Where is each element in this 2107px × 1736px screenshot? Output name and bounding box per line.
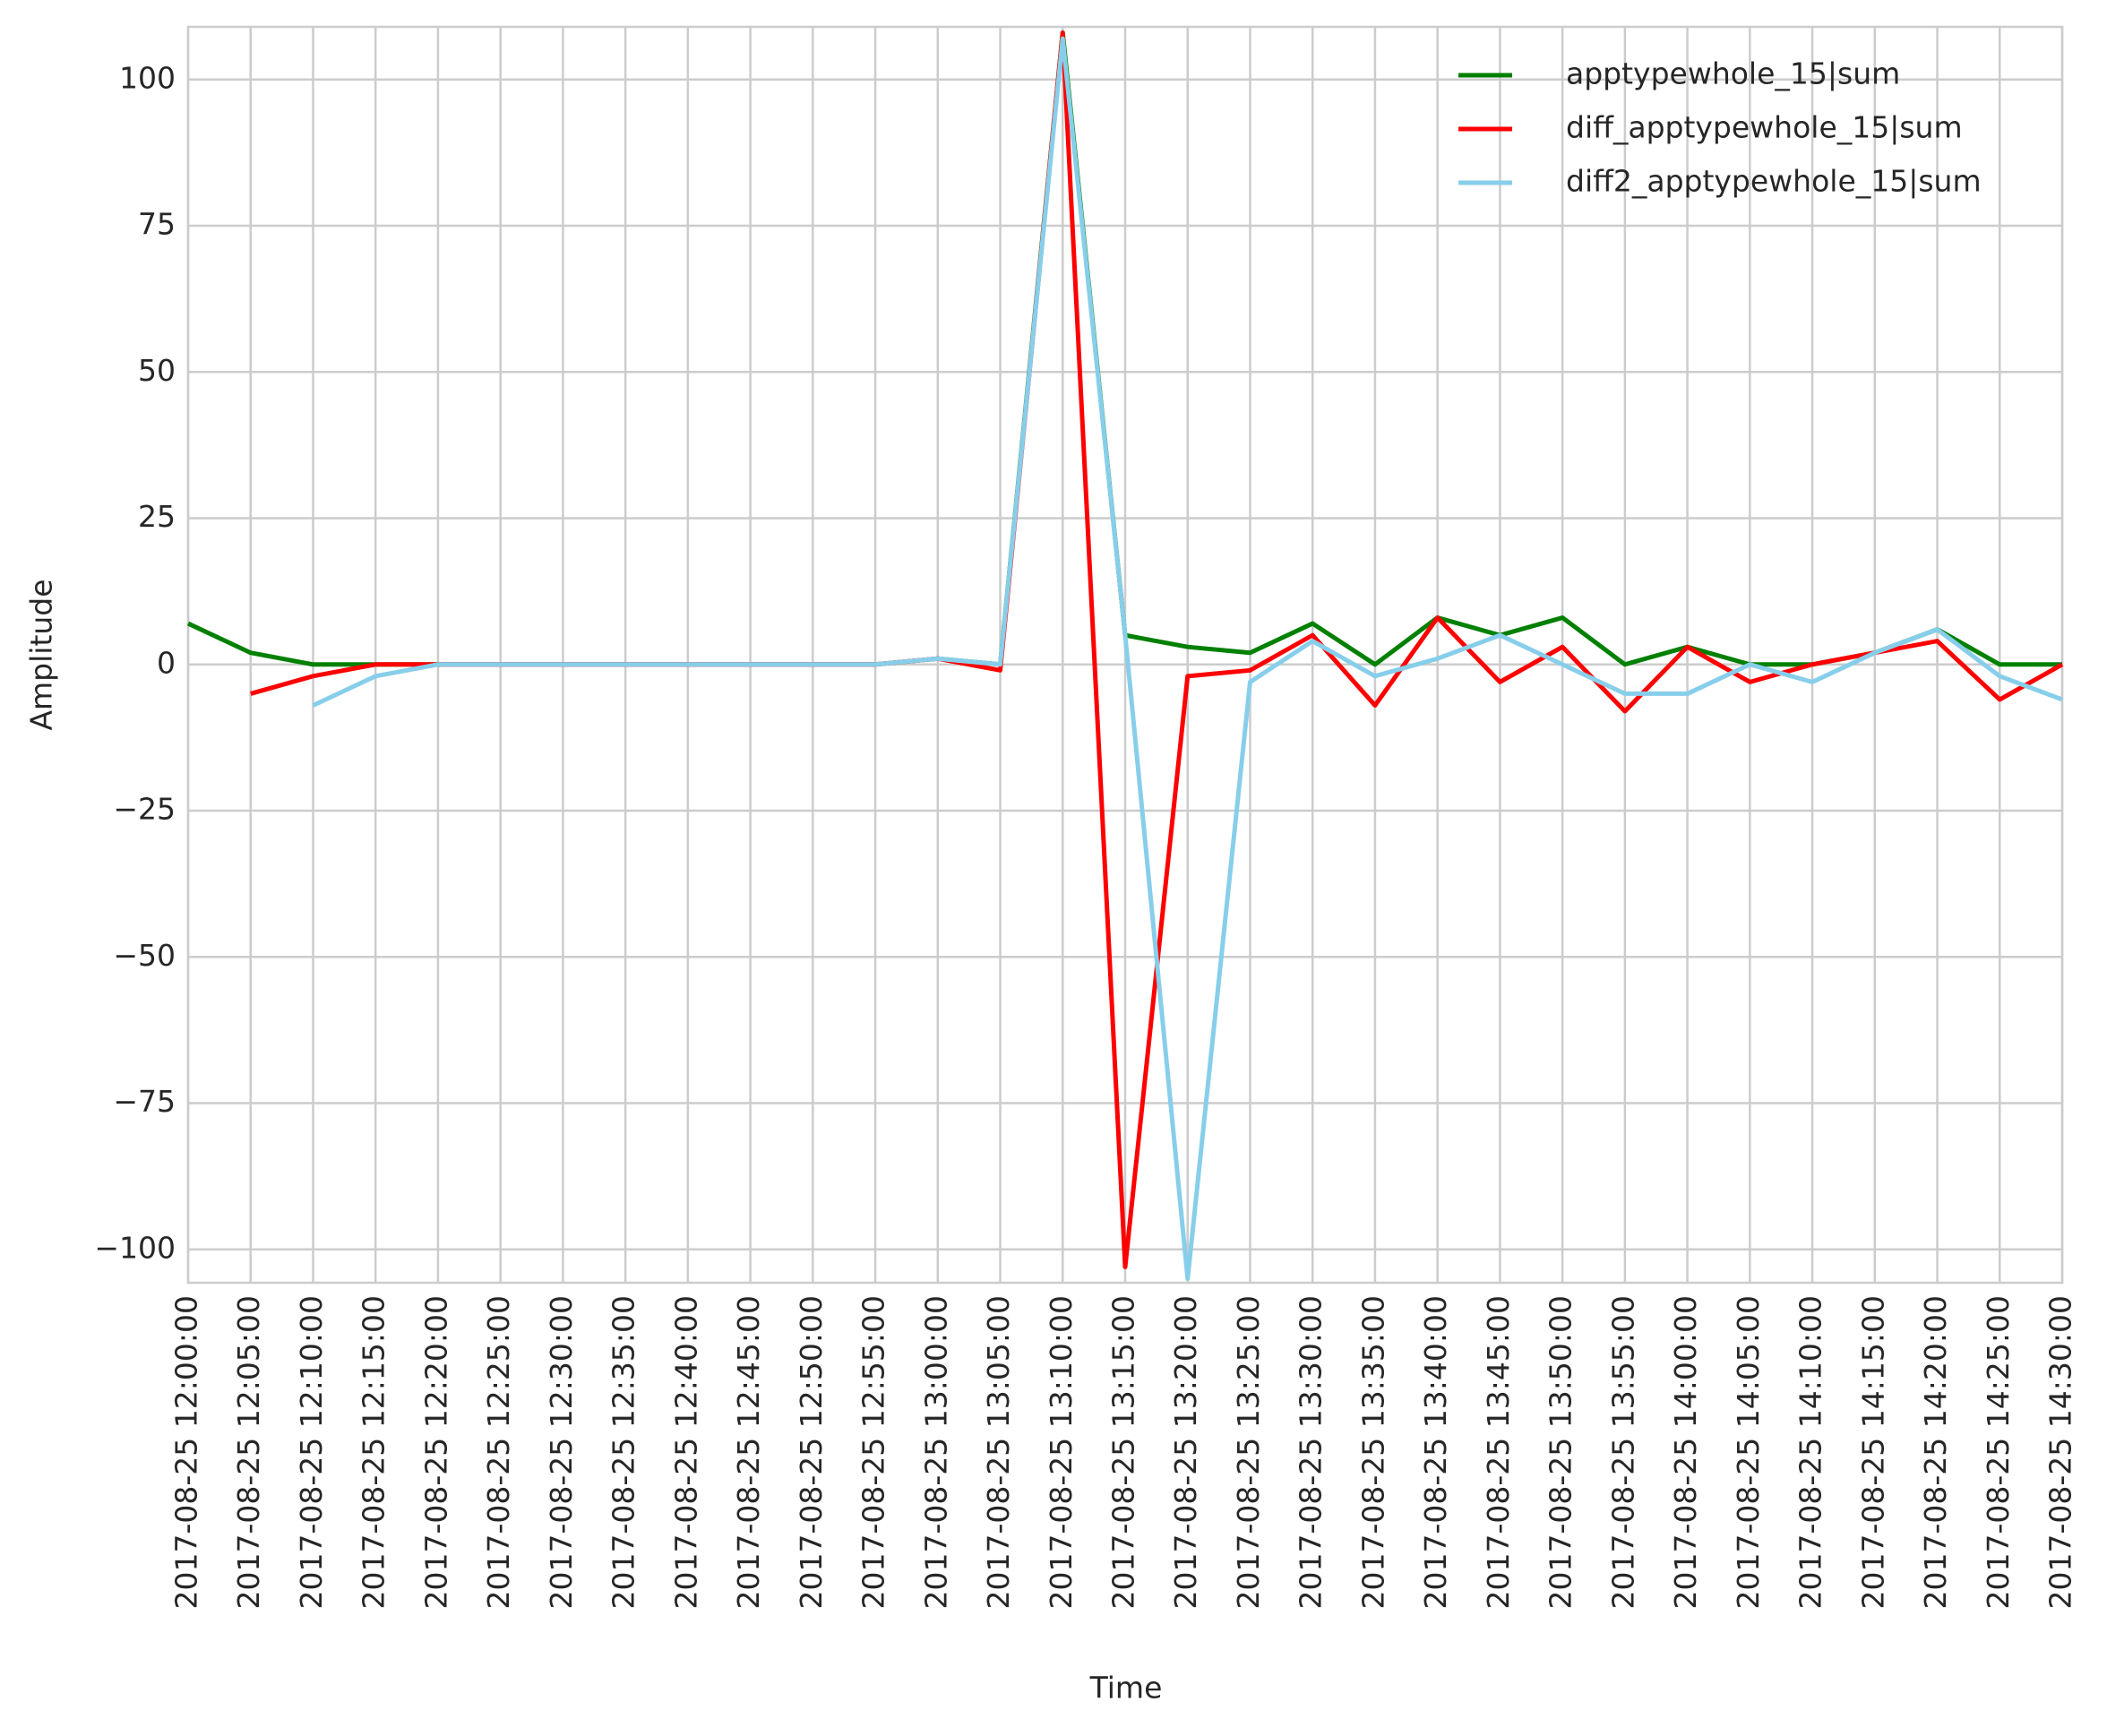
data-line [312,36,2063,1281]
x-tick-label: 2017-08-25 13:15:00 [1106,1295,1141,1609]
x-tick-label: 2017-08-25 12:35:00 [606,1295,641,1609]
y-axis-label: Amplitude [24,579,59,730]
y-tick-label: −100 [94,1230,176,1265]
x-tick-label: 2017-08-25 14:00:00 [1668,1295,1703,1609]
x-tick-label: 2017-08-25 13:45:00 [1481,1295,1516,1609]
x-tick-label: 2017-08-25 13:50:00 [1544,1295,1578,1609]
x-tick-label: 2017-08-25 12:05:00 [231,1295,266,1609]
plot-frame [186,25,2064,1285]
y-tick-label: 75 [138,207,176,242]
y-tick-label: −75 [113,1084,176,1119]
x-tick-label: 2017-08-25 12:45:00 [731,1295,766,1609]
x-tick-label: 2017-08-25 12:15:00 [357,1295,391,1609]
x-tick-label: 2017-08-25 13:40:00 [1418,1295,1453,1609]
x-tick-label: 2017-08-25 14:15:00 [1855,1295,1890,1609]
x-tick-label: 2017-08-25 14:25:00 [1981,1295,2016,1609]
x-tick-label: 2017-08-25 13:35:00 [1355,1295,1390,1609]
x-tick-label: 2017-08-25 12:40:00 [668,1295,703,1609]
x-tick-label: 2017-08-25 12:30:00 [544,1295,579,1609]
x-tick-label: 2017-08-25 13:30:00 [1294,1295,1329,1609]
legend-label: diff2_apptypewhole_15|sum [1566,164,1982,199]
x-axis-label: Time [1089,1671,1163,1706]
x-tick-label: 2017-08-25 14:05:00 [1731,1295,1766,1609]
x-tick-label: 2017-08-25 12:10:00 [294,1295,329,1609]
x-tick-label: 2017-08-25 12:00:00 [169,1295,204,1609]
y-tick-label: −50 [113,938,176,973]
y-tick-label: 50 [138,353,176,388]
x-tick-label: 2017-08-25 12:25:00 [481,1295,516,1609]
x-tick-label: 2017-08-25 13:55:00 [1605,1295,1640,1609]
x-tick-label: 2017-08-25 13:05:00 [981,1295,1016,1609]
x-tick-label: 2017-08-25 13:20:00 [1168,1295,1203,1609]
legend-label: apptypewhole_15|sum [1566,56,1900,91]
y-tick-label: 25 [138,499,176,534]
x-tick-label: 2017-08-25 14:20:00 [1918,1295,1953,1609]
x-tick-label: 2017-08-25 12:55:00 [856,1295,891,1609]
x-tick-label: 2017-08-25 14:30:00 [2043,1295,2078,1609]
x-tick-label: 2017-08-25 12:20:00 [418,1295,453,1609]
x-tick-label: 2017-08-25 14:10:00 [1793,1295,1828,1609]
x-tick-label: 2017-08-25 13:00:00 [918,1295,953,1609]
y-tick-label: −25 [113,792,176,827]
x-tick-label: 2017-08-25 12:50:00 [794,1295,829,1609]
x-tick-label: 2017-08-25 13:25:00 [1231,1295,1266,1609]
legend-label: diff_apptypewhole_15|sum [1566,110,1963,145]
x-tick-label: 2017-08-25 13:10:00 [1044,1295,1079,1609]
y-tick-label: 100 [119,60,176,95]
y-tick-label: 0 [157,645,176,680]
